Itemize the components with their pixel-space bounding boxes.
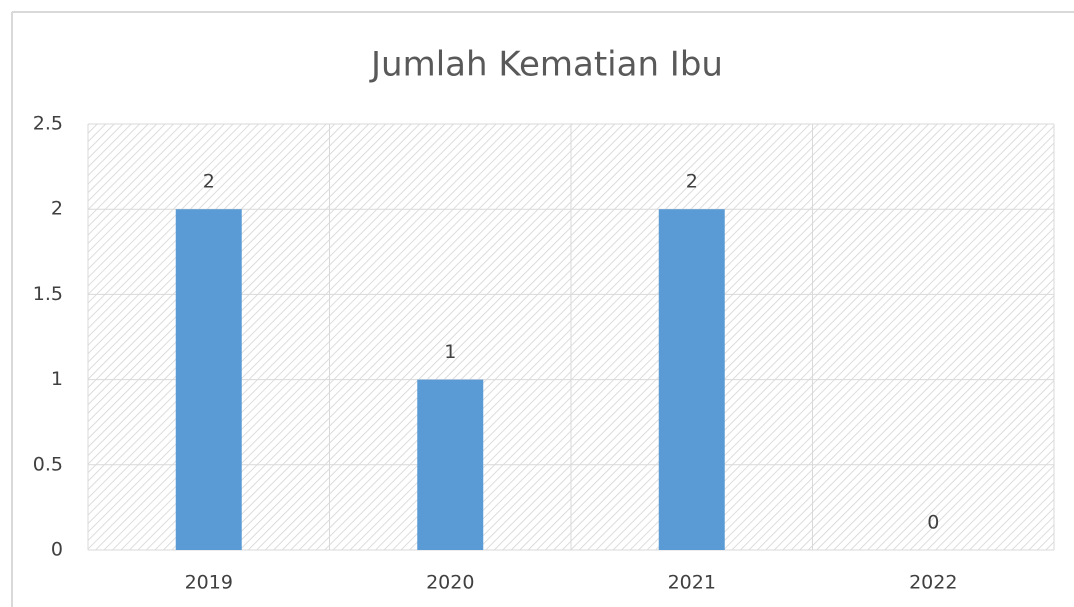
data-label: 0	[927, 512, 939, 534]
x-tick-label: 2022	[909, 572, 957, 594]
y-tick-label: 1	[51, 368, 63, 390]
y-tick-label: 2.5	[33, 113, 63, 135]
bar	[417, 379, 484, 550]
y-tick-label: 0.5	[33, 453, 63, 475]
y-tick-label: 2	[51, 198, 63, 220]
data-label: 1	[444, 341, 456, 363]
chart-title: Jumlah Kematian Ibu	[369, 45, 723, 85]
bar	[658, 209, 725, 550]
x-tick-label: 2019	[185, 572, 233, 594]
y-tick-label: 0	[51, 539, 63, 561]
x-tick-label: 2021	[668, 572, 716, 594]
bar	[175, 209, 242, 550]
data-label: 2	[203, 171, 215, 193]
y-tick-label: 1.5	[33, 283, 63, 305]
data-label: 2	[686, 171, 698, 193]
x-tick-label: 2020	[426, 572, 474, 594]
